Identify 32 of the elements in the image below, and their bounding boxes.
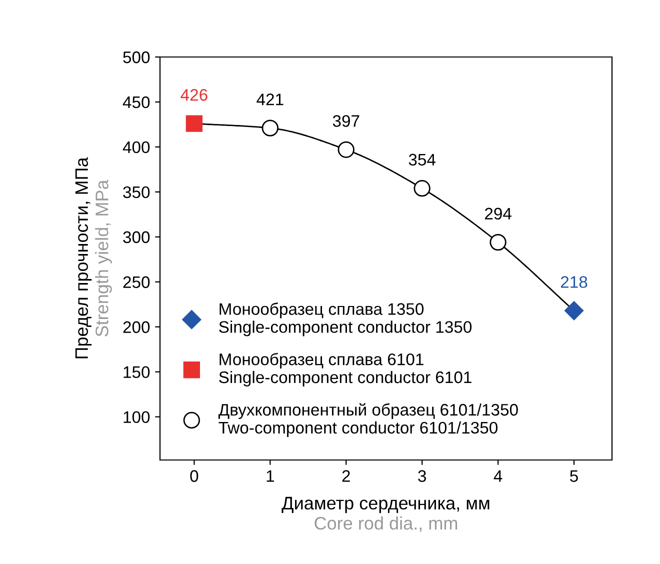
y-tick-label: 400 [122, 141, 150, 154]
y-axis-title: Предел прочности, МПа Strength yield, MPa [75, 157, 112, 358]
point [490, 234, 506, 251]
x-tick-label: 2 [342, 470, 350, 482]
data-label: 397 [332, 115, 360, 127]
x-tick-label: 0 [190, 470, 198, 482]
data-label: 421 [256, 94, 284, 106]
y-tick-label: 200 [123, 321, 150, 334]
y-tick-label: 100 [124, 411, 150, 424]
y-tick-label: 150 [124, 366, 150, 378]
y-tick-label: 250 [123, 276, 150, 288]
y-tick-label: 300 [123, 231, 150, 244]
x-tick-label: 4 [494, 470, 502, 482]
x-tick-label: 5 [570, 470, 578, 482]
legend-label: Двухкомпонентный образец 6101/1350 Two-component conductor 6101/1350 [218, 403, 518, 437]
y-tick-label: 500 [123, 51, 150, 64]
legend-label: Монообразец сплава 1350 Single-component conductor 1350 [219, 302, 472, 336]
data-label: 294 [484, 208, 512, 220]
data-label: 426 [180, 89, 208, 101]
y-tick-label: 450 [122, 96, 150, 108]
point [564, 301, 584, 320]
data-label: 218 [560, 276, 588, 288]
point [262, 120, 278, 136]
x-axis-title: Диаметр сердечника, мм Core rod dia., mm [282, 496, 490, 532]
point [338, 141, 354, 158]
legend-label: Монообразец сплава 6101 Single-component conductor 6101 [219, 352, 472, 386]
point [186, 115, 203, 132]
data-label: 354 [408, 154, 436, 166]
x-tick-label: 3 [418, 470, 426, 482]
x-tick-label: 1 [266, 470, 274, 482]
point [414, 180, 430, 197]
y-tick-label: 350 [123, 186, 150, 198]
